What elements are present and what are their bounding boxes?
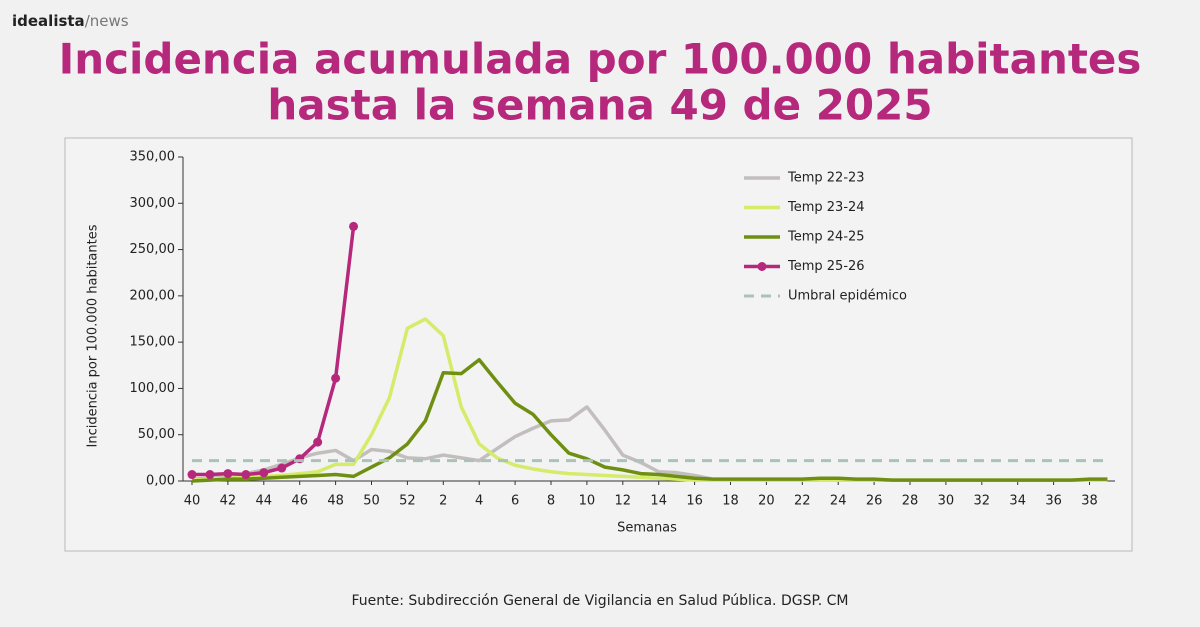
- y-tick-label: 300,00: [130, 196, 176, 211]
- brand-suffix: /news: [85, 12, 129, 30]
- series-line: [191, 357, 1108, 483]
- brand: idealista/news: [12, 12, 129, 30]
- x-tick-label: 50: [363, 494, 380, 509]
- series-line: [192, 226, 356, 477]
- series-marker: [331, 373, 341, 383]
- legend-label: Temp 25-26: [787, 259, 865, 274]
- y-tick-label: 350,00: [130, 150, 176, 165]
- x-tick-label: 44: [256, 494, 273, 509]
- y-tick-label: 250,00: [130, 242, 176, 257]
- x-tick-label: 40: [184, 494, 201, 509]
- x-tick-label: 30: [938, 494, 955, 509]
- series-marker: [241, 470, 251, 480]
- series-marker: [313, 437, 323, 447]
- chart-title: Incidencia acumulada por 100.000 habitan…: [59, 35, 1142, 84]
- x-tick-label: 32: [974, 494, 991, 509]
- x-tick-label: 10: [579, 494, 596, 509]
- x-tick-label: 38: [1081, 494, 1098, 509]
- x-tick-label: 14: [650, 494, 667, 509]
- x-tick-label: 16: [686, 494, 703, 509]
- series-marker: [277, 463, 287, 473]
- x-tick-label: 52: [399, 494, 416, 509]
- y-tick-label: 100,00: [130, 381, 176, 396]
- y-tick-label: 50,00: [138, 427, 175, 442]
- series-marker: [205, 470, 215, 480]
- y-tick-label: 150,00: [130, 335, 176, 350]
- x-tick-label: 26: [866, 494, 883, 509]
- x-tick-label: 34: [1009, 494, 1026, 509]
- legend-label: Temp 23-24: [787, 200, 865, 215]
- legend-label: Temp 24-25: [787, 230, 865, 245]
- legend-label: Temp 22-23: [787, 171, 865, 186]
- series-marker: [187, 470, 197, 480]
- brand-name: idealista: [12, 12, 85, 30]
- x-tick-label: 2: [439, 494, 447, 509]
- x-tick-label: 6: [511, 494, 519, 509]
- y-tick-label: 0,00: [146, 474, 175, 489]
- x-tick-label: 24: [830, 494, 847, 509]
- x-tick-label: 8: [547, 494, 555, 509]
- x-tick-label: 12: [615, 494, 632, 509]
- chart-title: hasta la semana 49 de 2025: [267, 81, 932, 130]
- x-tick-label: 4: [475, 494, 483, 509]
- legend-marker: [757, 262, 767, 271]
- x-tick-label: 36: [1045, 494, 1062, 509]
- legend-label: Umbral epidémico: [788, 289, 907, 304]
- x-tick-label: 48: [327, 494, 344, 509]
- x-tick-label: 28: [902, 494, 919, 509]
- x-tick-label: 20: [758, 494, 775, 509]
- x-tick-label: 46: [291, 494, 308, 509]
- series-marker: [223, 469, 233, 479]
- x-tick-label: 22: [794, 494, 811, 509]
- y-tick-label: 200,00: [130, 288, 176, 303]
- series-marker: [349, 221, 359, 231]
- chart-frame: [64, 137, 1133, 552]
- x-tick-label: 18: [722, 494, 739, 509]
- y-axis-label: Incidencia por 100.000 habitantes: [86, 224, 101, 447]
- series-marker: [259, 468, 269, 478]
- x-tick-label: 42: [220, 494, 237, 509]
- x-axis-label: Semanas: [617, 521, 677, 536]
- source: Fuente: Subdirección General de Vigilanc…: [352, 593, 849, 609]
